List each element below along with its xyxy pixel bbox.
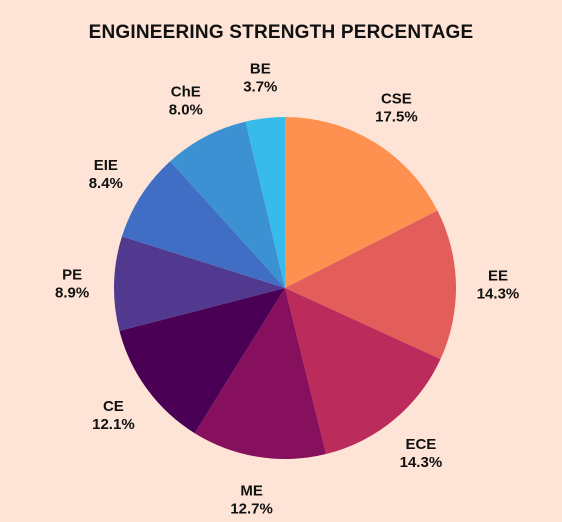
slice-label-che: ChE 8.0% — [169, 84, 203, 119]
slice-label-ece: ECE 14.3% — [400, 436, 443, 471]
pie-slice-eie — [121, 161, 285, 288]
slice-label-pe: PE 8.9% — [55, 266, 89, 301]
pie-slice-ce — [119, 288, 285, 434]
pie-slice-cse — [285, 116, 438, 288]
slice-category-label: EE — [488, 268, 508, 285]
slice-label-cse: CSE 17.5% — [375, 90, 418, 125]
slice-value-label: 12.7% — [230, 500, 273, 517]
slice-value-label: 17.5% — [375, 108, 418, 125]
slice-label-be: BE 3.7% — [243, 60, 277, 95]
slice-category-label: CE — [103, 398, 124, 415]
pie-slice-ee — [285, 210, 457, 360]
slice-category-label: ECE — [405, 436, 436, 453]
slice-value-label: 14.3% — [400, 454, 443, 471]
pie-slice-pe — [114, 236, 285, 331]
slice-label-me: ME 12.7% — [230, 482, 273, 517]
pie-slice-ece — [285, 288, 441, 455]
slice-category-label: PE — [62, 266, 82, 283]
slice-category-label: BE — [250, 60, 271, 77]
pie-slice-be — [245, 117, 285, 288]
slice-label-ce: CE 12.1% — [92, 398, 135, 433]
slice-value-label: 8.0% — [169, 102, 203, 119]
slice-category-label: EIE — [94, 157, 118, 174]
slice-value-label: 12.1% — [92, 416, 135, 433]
pie-labels: CSE 17.5%EE 14.3%ECE 14.3%ME 12.7%CE 12.1%PE 8… — [55, 60, 519, 517]
slice-category-label: CSE — [381, 90, 412, 107]
slice-value-label: 3.7% — [243, 78, 277, 95]
pie-slice-che — [170, 121, 285, 288]
slice-category-label: ME — [240, 482, 263, 499]
chart-title: ENGINEERING STRENGTH PERCENTAGE — [88, 22, 474, 43]
slice-value-label: 8.9% — [55, 284, 89, 301]
pie-slice-me — [194, 288, 326, 459]
slice-label-eie: EIE 8.4% — [89, 157, 123, 192]
slice-category-label: ChE — [171, 84, 201, 101]
pie-slices — [114, 116, 457, 459]
slice-value-label: 8.4% — [89, 175, 123, 192]
slice-label-ee: EE 14.3% — [477, 268, 520, 303]
slice-value-label: 14.3% — [477, 286, 520, 303]
